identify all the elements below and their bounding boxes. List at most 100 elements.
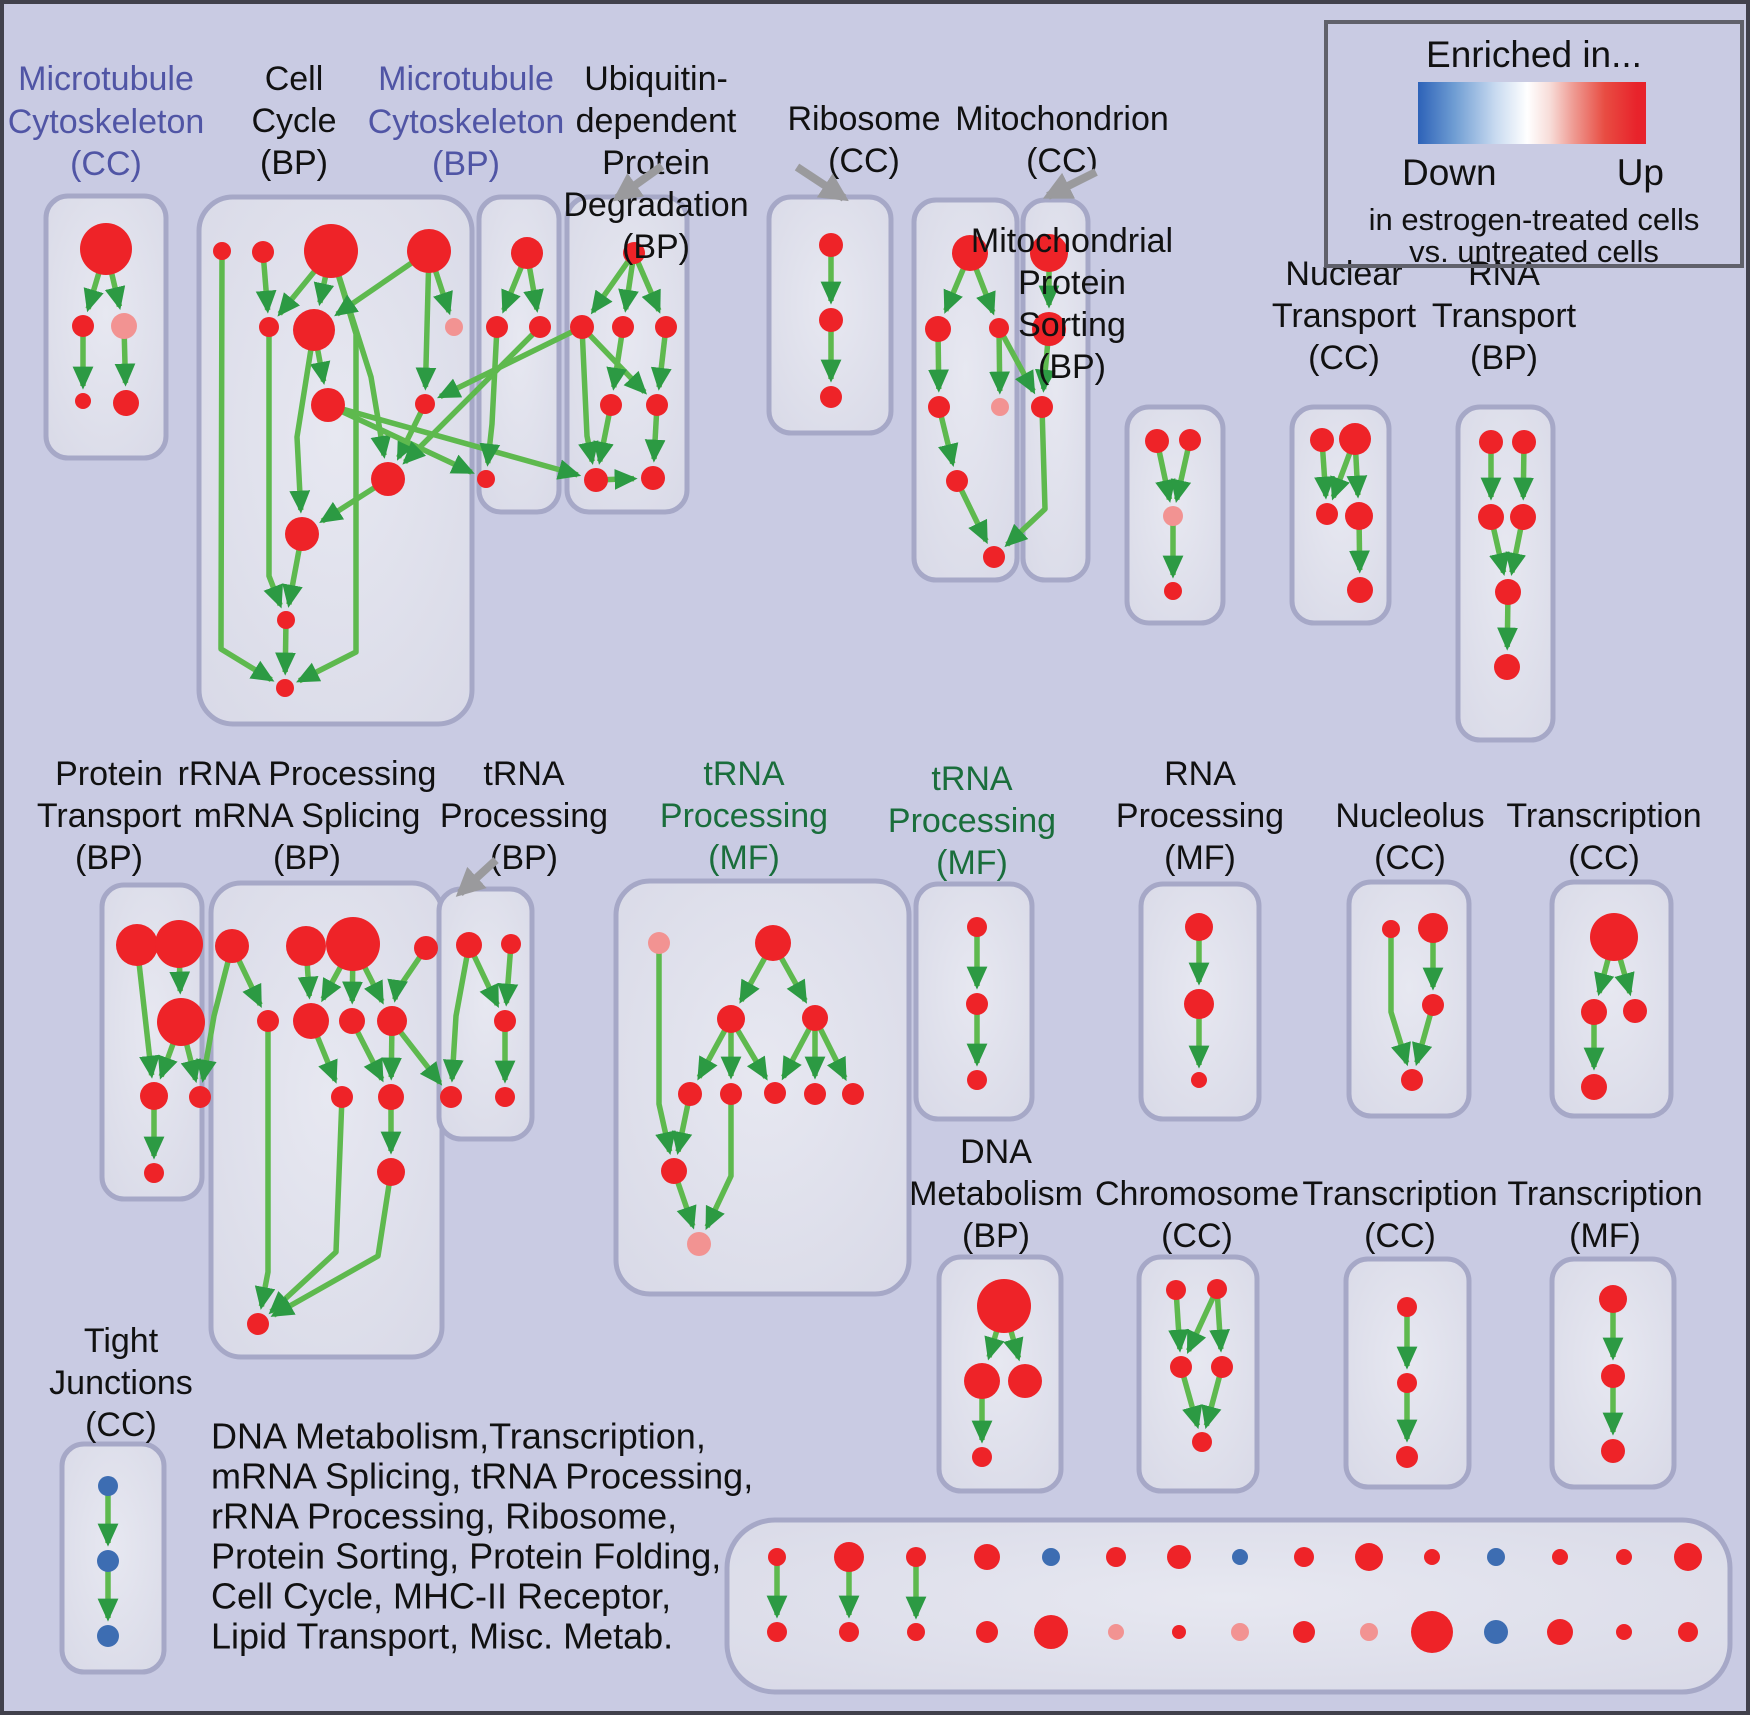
go-node-transcription-cc-row2-3	[1581, 1074, 1607, 1100]
go-node-unlabeled-mixed-terms-18	[1355, 1543, 1383, 1571]
edge-arrow	[1004, 406, 1048, 548]
go-node-tight-junctions-cc-2	[97, 1625, 119, 1647]
go-node-mitochondrial-protein-sorting-bp-2	[1163, 506, 1183, 526]
go-node-nuclear-transport-cc-4	[1347, 577, 1373, 603]
go-node-trna-processing-mf-1-7	[804, 1083, 826, 1105]
go-node-trna-processing-mf-1-9	[661, 1158, 687, 1184]
go-node-ubiquitin-degradation-bp-right-0	[819, 233, 843, 257]
go-node-rrna-processing-mrna-splicing-bp-2	[326, 917, 380, 971]
go-node-mitochondrion-cc-2	[1031, 396, 1053, 418]
go-node-rna-transport-bp-2	[1478, 504, 1504, 530]
go-node-microtubule-cytoskeleton-bp-0	[511, 237, 543, 269]
go-node-nuclear-transport-cc-2	[1316, 503, 1338, 525]
group-label-trna-processing-bp: (BP)	[490, 839, 558, 877]
label-pointer-arrow	[455, 857, 499, 897]
group-label-rna-transport-bp: Transport	[1432, 297, 1577, 335]
go-node-mitochondrial-protein-sorting-bp-1	[1179, 429, 1201, 451]
group-label-microtubule-bp: Microtubule	[378, 60, 554, 98]
edge-arrow	[989, 327, 1010, 395]
go-node-rna-transport-bp-4	[1495, 579, 1521, 605]
go-node-cell-cycle-bp-7	[311, 388, 345, 422]
go-node-unlabeled-mixed-terms-0	[768, 1548, 786, 1566]
go-node-rna-processing-mf-0	[1185, 913, 1213, 941]
go-node-ribosome-cc-6	[983, 546, 1005, 568]
go-node-microtubule-cytoskeleton-cc-3	[75, 393, 91, 409]
misc-categories-text-line: rRNA Processing, Ribosome,	[211, 1496, 677, 1537]
edge-arrow	[415, 250, 437, 391]
go-network-canvas: Microtubule Cytoskeleton (CC) Cell Cycle (BP)…	[8, 60, 1733, 1695]
group-label-trna-processing-bp: Processing	[440, 797, 608, 835]
legend-caption-line2: vs. untreated cells	[1409, 234, 1659, 269]
group-label-protein-transport-bp: (BP)	[75, 839, 143, 877]
group-label-tight-junctions-cc: (CC)	[85, 1406, 157, 1444]
go-node-unlabeled-mixed-terms-13	[1172, 1625, 1186, 1639]
go-node-ubiquitin-degradation-bp-left-1	[570, 315, 594, 339]
go-node-unlabeled-mixed-terms-2	[834, 1542, 864, 1572]
go-node-trna-processing-bp-3	[440, 1086, 462, 1108]
label-pointer-arrow	[1042, 168, 1098, 200]
go-node-ubiquitin-degradation-bp-left-5	[646, 394, 668, 416]
edge-arrow	[954, 479, 989, 545]
group-label-ubiquitin-degradation-bp: Degradation	[563, 186, 748, 224]
go-node-unlabeled-mixed-terms-21	[1411, 1611, 1453, 1653]
group-label-dna-metabolism-bp: DNA	[960, 1133, 1032, 1171]
edge-arrow	[578, 326, 599, 465]
go-node-chromosome-cc-3	[1211, 1356, 1233, 1378]
go-node-rna-transport-bp-5	[1494, 654, 1520, 680]
group-label-rna-processing-mf: Processing	[1116, 797, 1284, 835]
group-label-ribosome-cc: (CC)	[828, 142, 900, 180]
go-node-transcription-cc-row2-1	[1581, 999, 1607, 1025]
group-label-mitochondrial-protein-sorting-bp: Protein	[1018, 264, 1126, 302]
group-label-trna-processing-mf-1: tRNA	[703, 755, 785, 793]
go-node-unlabeled-mixed-terms-6	[974, 1544, 1000, 1570]
go-node-ribosome-cc-0	[952, 235, 988, 271]
go-node-cell-cycle-bp-11	[277, 611, 295, 629]
go-node-unlabeled-mixed-terms-24	[1552, 1549, 1568, 1565]
go-node-ubiquitin-degradation-bp-left-2	[612, 316, 634, 338]
go-node-trna-processing-mf-1-10	[687, 1232, 711, 1256]
edge-arrow	[1209, 1288, 1230, 1353]
group-label-transcription-mf: Transcription	[1507, 1175, 1702, 1213]
edge-arrow	[268, 1096, 345, 1315]
go-node-nucleolus-cc-2	[1422, 994, 1444, 1016]
go-node-unlabeled-mixed-terms-9	[1034, 1615, 1068, 1649]
go-node-ribosome-cc-5	[946, 470, 968, 492]
go-node-unlabeled-mixed-terms-16	[1294, 1547, 1314, 1567]
group-label-chromosome-cc: (CC)	[1161, 1217, 1233, 1255]
label-pointer-arrow	[612, 162, 665, 202]
edge-arrow	[479, 326, 501, 467]
go-node-microtubule-cytoskeleton-bp-1	[486, 316, 508, 338]
edge-arrow	[1186, 1287, 1220, 1354]
go-node-transcription-cc-row2-2	[1623, 999, 1647, 1023]
go-node-transcription-mf-2	[1601, 1439, 1625, 1463]
go-node-unlabeled-mixed-terms-29	[1678, 1622, 1698, 1642]
go-node-trna-processing-mf-1-5	[720, 1083, 742, 1105]
go-node-rna-processing-mf-2	[1191, 1072, 1207, 1088]
go-node-unlabeled-mixed-terms-19	[1360, 1623, 1378, 1641]
go-node-trna-processing-mf-1-3	[802, 1005, 828, 1031]
go-node-rrna-processing-mrna-splicing-bp-5	[293, 1003, 329, 1039]
go-node-unlabeled-mixed-terms-14	[1232, 1549, 1248, 1565]
group-label-microtubule-bp: (BP)	[432, 145, 500, 183]
go-node-nucleolus-cc-0	[1382, 920, 1400, 938]
go-node-chromosome-cc-2	[1170, 1356, 1192, 1378]
legend-up-label: Up	[1616, 152, 1664, 193]
go-node-cell-cycle-bp-3	[407, 229, 451, 273]
go-node-rna-transport-bp-3	[1510, 504, 1536, 530]
go-node-protein-transport-bp-1	[155, 920, 203, 968]
group-label-microtubule-cc: Cytoskeleton	[8, 103, 205, 141]
go-node-transcription-mf-0	[1599, 1285, 1627, 1313]
misc-categories-text-line: Cell Cycle, MHC-II Receptor,	[211, 1576, 671, 1617]
edge-arrow	[326, 402, 475, 475]
go-node-ubiquitin-degradation-bp-left-4	[600, 394, 622, 416]
go-node-unlabeled-mixed-terms-28	[1674, 1543, 1702, 1571]
edge-arrow	[289, 329, 317, 514]
legend-title: Enriched in...	[1426, 34, 1642, 75]
go-node-unlabeled-mixed-terms-26	[1616, 1549, 1632, 1565]
go-node-cell-cycle-bp-4	[259, 317, 279, 337]
group-label-trna-processing-mf-2: Processing	[888, 802, 1056, 840]
group-label-ubiquitin-degradation-bp: dependent	[576, 102, 737, 140]
go-node-cell-cycle-bp-2	[304, 224, 358, 278]
group-label-cell-cycle-bp: (BP)	[260, 144, 328, 182]
go-node-trna-processing-mf-2-2	[967, 1070, 987, 1090]
